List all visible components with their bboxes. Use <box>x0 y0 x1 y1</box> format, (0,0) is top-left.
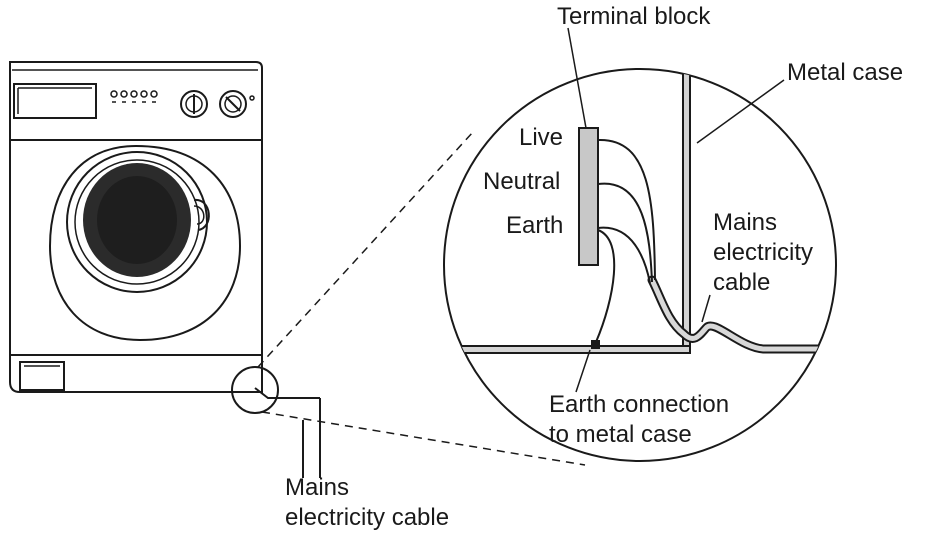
zoom-line-top <box>257 131 474 368</box>
terminal-block <box>578 127 599 266</box>
label-earth-connection-1: Earth connection <box>549 391 729 418</box>
earth-connection-leader <box>575 349 591 393</box>
label-terminal-block: Terminal block <box>557 3 711 30</box>
label-neutral: Neutral <box>483 168 560 195</box>
mains-inset-leader <box>701 294 711 323</box>
magnifier-circle <box>231 366 279 414</box>
earth-connection-point <box>591 340 600 349</box>
metal-case-leader <box>696 79 785 144</box>
earth-lead <box>595 229 616 343</box>
earth-wire <box>597 226 651 284</box>
control-dial-icon <box>180 90 208 118</box>
label-earth-connection-2: to metal case <box>549 421 692 448</box>
door <box>48 144 242 342</box>
service-flap <box>19 361 65 391</box>
zoom-line-bottom <box>261 411 586 466</box>
label-mains-1: Mains <box>285 474 349 501</box>
label-mains-inset-3: cable <box>713 269 770 296</box>
metal-case-base <box>444 345 691 354</box>
detergent-drawer <box>13 83 97 119</box>
label-live: Live <box>519 124 563 151</box>
program-dial-icon <box>219 90 255 118</box>
terminal-block-leader <box>567 27 587 129</box>
live-wire <box>597 138 656 281</box>
label-metal-case: Metal case <box>787 59 903 86</box>
label-mains-inset-1: Mains <box>713 209 777 236</box>
label-mains-2: electricity cable <box>285 504 449 531</box>
neutral-wire <box>597 182 653 283</box>
enlarged-view <box>443 27 837 462</box>
label-earth: Earth <box>506 212 563 239</box>
label-mains-inset-2: electricity <box>713 239 813 266</box>
metal-case-wall <box>682 69 691 353</box>
washing-machine <box>9 61 321 478</box>
program-buttons <box>110 90 158 103</box>
